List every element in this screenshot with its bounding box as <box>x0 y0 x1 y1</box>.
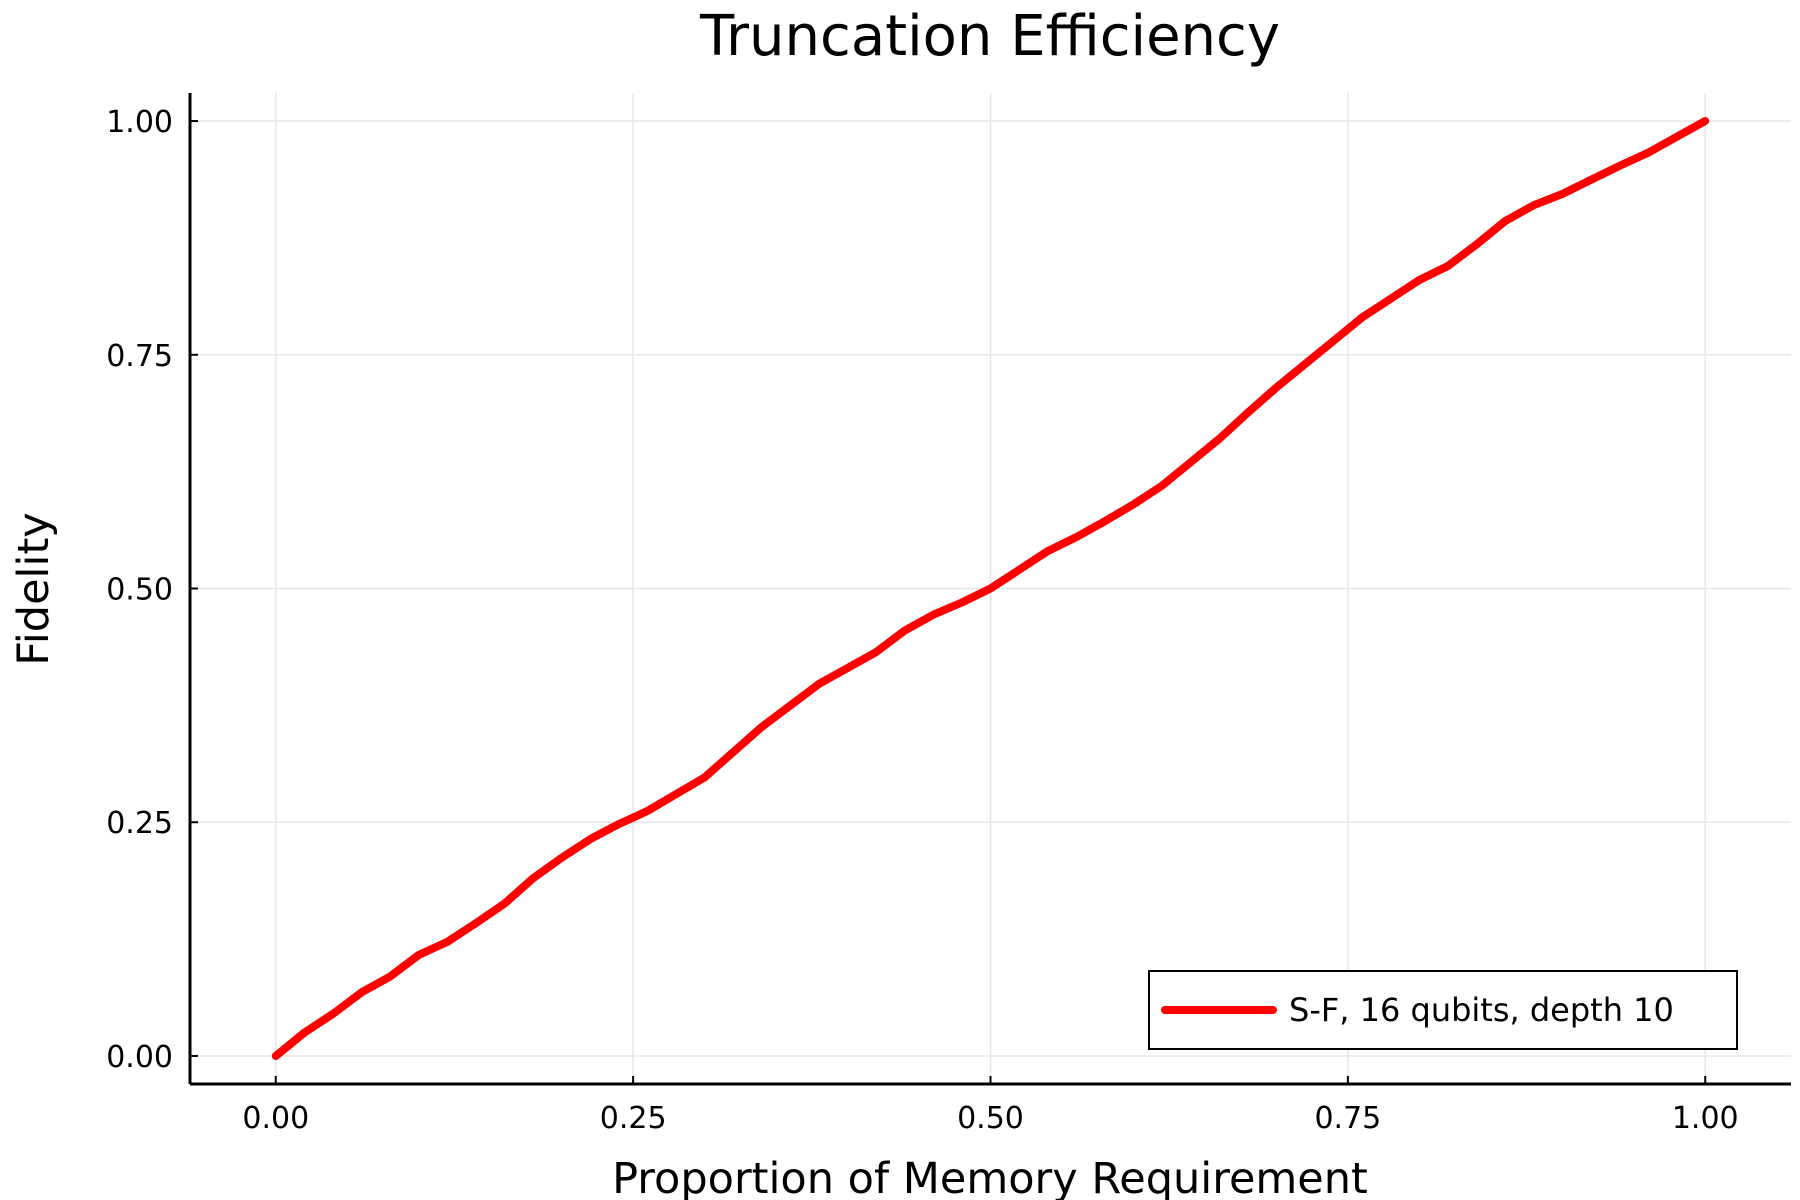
y-tick-label: 1.00 <box>106 105 173 140</box>
y-tick-label: 0.00 <box>106 1040 173 1075</box>
y-axis-label: Fidelity <box>9 512 59 666</box>
x-axis-ticks: 0.00 0.25 0.50 0.75 1.00 <box>242 1076 1739 1136</box>
x-axis-label: Proportion of Memory Requirement <box>612 1154 1368 1200</box>
legend-entry-label: S-F, 16 qubits, depth 10 <box>1289 991 1674 1029</box>
x-tick-label: 0.75 <box>1314 1101 1381 1136</box>
x-tick-label: 0.25 <box>600 1101 667 1136</box>
chart-title: Truncation Efficiency <box>699 4 1280 69</box>
x-tick-label: 1.00 <box>1672 1101 1739 1136</box>
series-line-s-f <box>271 117 1710 1060</box>
y-axis-ticks: 0.00 0.25 0.50 0.75 1.00 <box>106 105 198 1075</box>
y-tick-label: 0.75 <box>106 339 173 374</box>
x-tick-label: 0.00 <box>242 1101 309 1136</box>
legend: S-F, 16 qubits, depth 10 <box>1148 970 1738 1050</box>
y-tick-label: 0.50 <box>106 573 173 608</box>
y-tick-label: 0.25 <box>106 806 173 841</box>
x-tick-label: 0.50 <box>957 1101 1024 1136</box>
